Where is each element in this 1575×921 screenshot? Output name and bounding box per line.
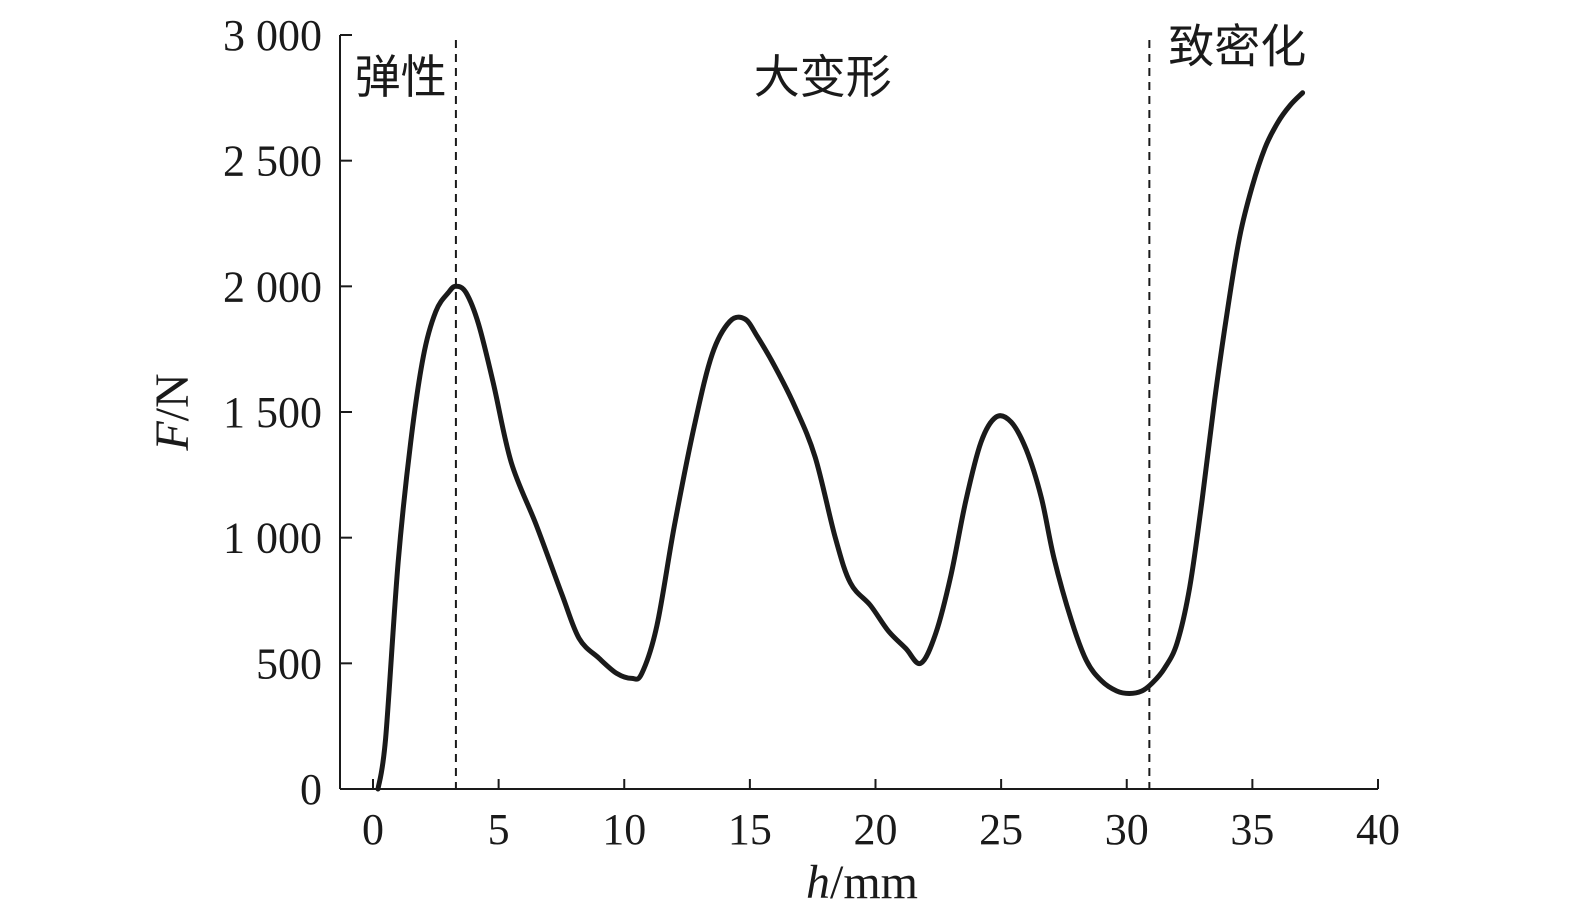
x-ticks: 0 5 10 15 20 25 30 35 40: [362, 779, 1400, 854]
x-tick-label: 5: [488, 805, 510, 854]
y-tick-label: 3 000: [223, 11, 322, 60]
x-tick-label: 35: [1230, 805, 1274, 854]
series-line: [375, 90, 1306, 792]
x-axis-label: h/mm: [806, 856, 918, 909]
x-tick-label: 25: [979, 805, 1023, 854]
y-tick-label: 2 500: [223, 137, 322, 186]
y-axis-label-variable: F: [146, 421, 199, 452]
region-label: 大变形: [754, 50, 892, 104]
x-tick-label: 0: [362, 805, 384, 854]
x-axis-label-variable: h: [806, 856, 830, 909]
region-labels: 弹性 大变形 致密化: [355, 20, 1307, 104]
region-boundaries: [454, 40, 1151, 789]
region-label: 致密化: [1168, 20, 1306, 74]
x-tick-label: 20: [854, 805, 898, 854]
y-tick-label: 500: [256, 639, 322, 688]
series-lines: [375, 90, 1306, 792]
x-axis: 0 5 10 15 20 25 30 35 40 h/mm: [340, 779, 1400, 909]
y-ticks: 0 500 1 000 1 500 2 000 2 500 3 000: [223, 11, 352, 814]
y-axis-label: F/N: [146, 373, 199, 451]
y-tick-label: 1 000: [223, 514, 322, 563]
y-tick-label: 1 500: [223, 388, 322, 437]
y-tick-label: 2 000: [223, 262, 322, 311]
region-label: 弹性: [355, 50, 447, 104]
x-tick-label: 30: [1105, 805, 1149, 854]
x-axis-label-unit: /mm: [830, 856, 918, 909]
x-tick-label: 10: [602, 805, 646, 854]
y-tick-label: 0: [300, 765, 322, 814]
x-tick-label: 15: [728, 805, 772, 854]
x-tick-label: 40: [1356, 805, 1400, 854]
y-axis-label-unit: /N: [146, 373, 199, 421]
y-axis: 0 500 1 000 1 500 2 000 2 500 3 000 F/N: [146, 11, 352, 814]
